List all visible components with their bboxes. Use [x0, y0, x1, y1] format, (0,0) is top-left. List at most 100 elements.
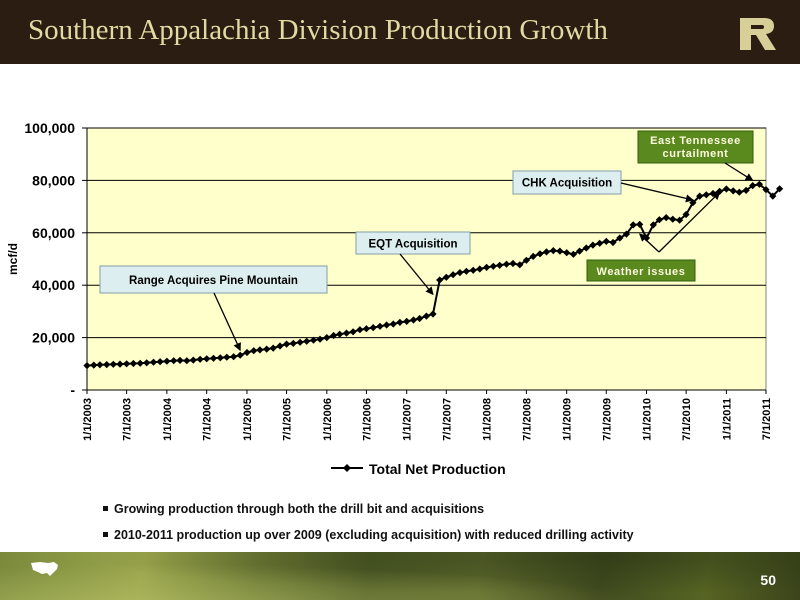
data-point — [143, 359, 151, 367]
data-point — [336, 330, 344, 338]
data-point — [362, 325, 370, 333]
data-point — [250, 347, 258, 355]
legend-marker-swatch — [343, 464, 351, 472]
x-tick-label: 7/1/2004 — [202, 397, 214, 441]
data-point — [109, 360, 117, 368]
y-axis-title: mcf/d — [6, 243, 20, 275]
bullet-list: Growing production through both the dril… — [103, 498, 634, 550]
data-point — [203, 355, 211, 363]
data-point — [542, 248, 551, 256]
data-point — [196, 355, 204, 363]
data-point — [549, 247, 557, 255]
data-point — [263, 345, 271, 353]
data-point — [729, 187, 737, 195]
us-map-icon — [31, 562, 58, 576]
data-point — [136, 359, 144, 367]
data-point — [170, 357, 178, 365]
y-tick-label: 40,000 — [32, 277, 75, 293]
callout-label: EQT Acquisition — [368, 239, 457, 251]
data-point — [596, 239, 604, 247]
data-point — [662, 214, 670, 222]
data-point — [622, 230, 630, 238]
data-point — [676, 216, 684, 224]
callout-label: Weather issues — [597, 266, 686, 278]
data-point — [230, 353, 238, 361]
y-tick-label: 20,000 — [32, 330, 75, 346]
data-point — [489, 262, 497, 270]
callout-east-tennessee-curtailment — [637, 130, 754, 164]
callout-arrow — [620, 182, 694, 203]
data-point — [383, 321, 391, 329]
bullet-text: Growing production through both the dril… — [114, 502, 485, 516]
data-point — [256, 346, 264, 354]
data-point — [236, 351, 244, 359]
data-point — [422, 312, 430, 320]
x-tick-label: 1/1/2003 — [82, 398, 94, 441]
data-point — [516, 261, 524, 269]
x-tick-label: 7/1/2010 — [681, 398, 693, 441]
callout-arrow — [658, 191, 721, 253]
data-point — [389, 320, 397, 328]
page-number: 50 — [760, 572, 776, 588]
data-point — [83, 362, 91, 370]
data-point — [536, 250, 544, 258]
data-point — [330, 331, 338, 340]
x-tick-label: 7/1/2008 — [521, 398, 533, 441]
data-point — [189, 356, 197, 364]
callout-chk-acquisition — [512, 170, 622, 195]
slide-header: Southern Appalachia Division Production … — [0, 0, 800, 64]
data-point — [283, 340, 291, 348]
range-logo-icon — [740, 18, 776, 50]
data-point — [616, 234, 624, 242]
data-point — [749, 182, 757, 190]
data-point — [296, 338, 304, 346]
data-point — [456, 269, 464, 277]
callout-arrow — [399, 253, 434, 296]
data-point — [735, 188, 743, 196]
data-point — [649, 221, 657, 229]
data-point — [476, 265, 484, 273]
data-point — [269, 344, 277, 352]
data-point — [216, 354, 224, 362]
data-point — [629, 221, 637, 229]
x-tick-label: 1/1/2005 — [242, 398, 254, 441]
plot-area — [86, 127, 767, 391]
production-chart: - 20,000 40,000 60,000 80,000 100,000 1/1/2003… — [6, 120, 784, 477]
data-point — [323, 334, 331, 342]
data-point — [209, 354, 218, 362]
data-point — [769, 192, 777, 200]
data-point — [243, 348, 251, 357]
data-point — [449, 271, 457, 279]
x-tick-label: 7/1/2005 — [282, 398, 294, 441]
x-tick-label: 7/1/2003 — [122, 398, 134, 441]
data-point — [602, 237, 610, 246]
data-point — [742, 186, 750, 195]
data-point — [416, 314, 424, 323]
x-tick-label: 1/1/2008 — [482, 398, 494, 441]
data-point — [129, 359, 137, 368]
y-tick-label: 100,000 — [24, 120, 75, 136]
data-point — [442, 273, 450, 281]
data-point — [96, 361, 104, 369]
legend-label: Total Net Production — [369, 461, 506, 477]
data-point — [696, 192, 704, 200]
data-point — [223, 353, 231, 361]
data-point — [289, 339, 297, 347]
data-point — [176, 356, 184, 364]
data-point — [496, 261, 504, 269]
callout-label-line: East Tennessee — [650, 135, 741, 147]
data-point — [356, 326, 364, 334]
x-tick-label: 7/1/2009 — [601, 398, 613, 441]
data-point — [636, 220, 644, 229]
data-point — [469, 266, 477, 274]
data-point — [90, 361, 98, 369]
callout-label: CHK Acquisition — [522, 178, 612, 190]
data-point — [722, 185, 730, 193]
data-point — [563, 249, 571, 257]
footer-texture — [0, 552, 800, 600]
data-point — [609, 238, 617, 247]
data-point — [569, 250, 577, 258]
data-point — [669, 215, 677, 223]
data-point — [522, 256, 530, 264]
data-point — [342, 329, 351, 337]
